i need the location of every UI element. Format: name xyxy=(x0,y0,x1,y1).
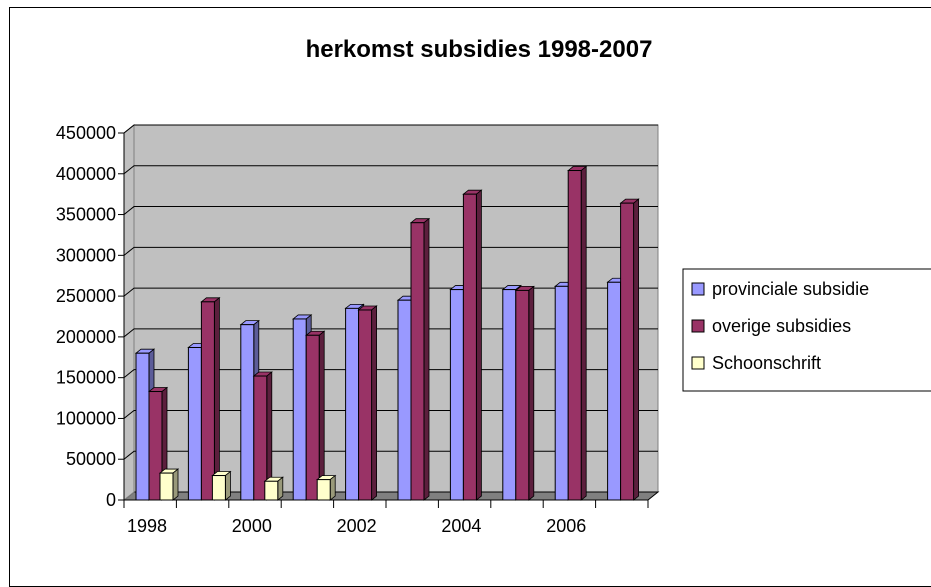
bar-front xyxy=(240,324,255,501)
legend-label: provinciale subsidie xyxy=(712,279,869,299)
y-tick-label: 400000 xyxy=(56,164,116,184)
y-tick-label: 50000 xyxy=(66,449,116,469)
y-tick-label: 150000 xyxy=(56,368,116,388)
bar-front xyxy=(410,222,425,501)
bar-front xyxy=(554,285,569,501)
gridline xyxy=(123,369,658,379)
bar-front xyxy=(305,334,320,501)
bar-side xyxy=(528,285,535,501)
bar-front xyxy=(502,289,517,501)
bar-overige-subsidies-2004 xyxy=(462,189,483,501)
bar-front xyxy=(620,202,635,501)
y-tick-label: 200000 xyxy=(56,327,116,347)
x-axis-ticks: 1998 2000 2002 2004 2006 xyxy=(123,500,649,536)
bar-overige-subsidies-2005 xyxy=(514,285,535,501)
gridline xyxy=(123,328,658,338)
bar-schoonschrift-2001 xyxy=(316,474,337,501)
bar-side xyxy=(580,165,587,501)
bar-overige-subsidies-2003 xyxy=(409,217,431,501)
bar-overige-subsidies-2002 xyxy=(357,305,378,501)
legend-swatch xyxy=(691,282,705,296)
bar-overige-subsidies-1998 xyxy=(147,386,169,501)
y-tick-label: 0 xyxy=(106,490,116,510)
bar-overige-subsidies-2000 xyxy=(252,371,273,501)
bar-front xyxy=(397,299,412,501)
bar-schoonschrift-2000 xyxy=(263,476,284,501)
gridlines xyxy=(123,124,658,460)
bar-overige-subsidies-2001 xyxy=(305,330,326,501)
bar-front xyxy=(264,480,279,501)
x-tick-label: 2004 xyxy=(441,516,481,536)
bar-schoonschrift-1999 xyxy=(211,470,232,501)
x-tick-label: 2006 xyxy=(546,516,586,536)
gridline xyxy=(123,409,658,419)
bar-overige-subsidies-2007 xyxy=(619,198,640,501)
legend-label: overige subsidies xyxy=(712,316,851,336)
bar-front xyxy=(159,472,174,501)
bar-front xyxy=(462,193,477,501)
bar-side xyxy=(224,470,231,501)
y-axis-ticks: 0 50000 100000 150000 200000 250000 300000 3500… xyxy=(56,123,124,510)
bar-front xyxy=(135,352,150,501)
legend-label: Schoonschrift xyxy=(712,353,821,373)
gridline xyxy=(123,287,658,297)
gridline xyxy=(123,165,658,175)
bar-front xyxy=(607,281,622,501)
bar-front xyxy=(449,289,464,501)
bar-side xyxy=(371,305,378,501)
x-tick-label: 2002 xyxy=(337,516,377,536)
legend-box xyxy=(682,268,931,392)
gridline xyxy=(123,246,658,256)
gridline xyxy=(123,206,658,215)
chart-title: herkomst subsidies 1998-2007 xyxy=(306,36,653,63)
bar-schoonschrift-1998 xyxy=(158,468,180,501)
bar-front xyxy=(358,309,373,501)
bar-front xyxy=(211,475,226,501)
y-tick-label: 100000 xyxy=(56,408,116,428)
bar-side xyxy=(633,198,639,501)
legend-swatch xyxy=(691,356,705,370)
bar-front xyxy=(292,318,307,501)
bar-front xyxy=(345,307,360,501)
bar-side xyxy=(423,217,430,501)
x-tick-label: 2000 xyxy=(232,516,272,536)
y-tick-label: 250000 xyxy=(56,286,116,306)
y-tick-label: 350000 xyxy=(56,205,116,225)
x-tick-label: 1998 xyxy=(127,516,167,536)
bar-front xyxy=(515,289,530,501)
bar-side xyxy=(475,189,482,501)
bar-side xyxy=(318,330,325,501)
bar-front xyxy=(187,346,202,501)
gridline xyxy=(123,124,658,134)
bar-front xyxy=(200,301,215,501)
gridline xyxy=(123,450,658,460)
bar-front xyxy=(567,170,582,501)
chart: herkomst subsidies 1998-2007 0 50000 10000… xyxy=(56,36,931,536)
y-tick-label: 450000 xyxy=(56,123,116,143)
bar-overige-subsidies-1999 xyxy=(200,296,221,501)
bar-overige-subsidies-2006 xyxy=(567,165,588,501)
bar-side xyxy=(213,296,220,501)
plot-side-wall xyxy=(123,123,135,502)
bar-side xyxy=(329,474,336,501)
legend-swatch xyxy=(691,319,705,333)
bar-front xyxy=(316,479,331,501)
y-tick-label: 300000 xyxy=(56,245,116,265)
bar-side xyxy=(277,476,284,501)
legend: provinciale subsidie overige subsidies Sch… xyxy=(682,268,931,392)
bar-side xyxy=(172,468,179,501)
